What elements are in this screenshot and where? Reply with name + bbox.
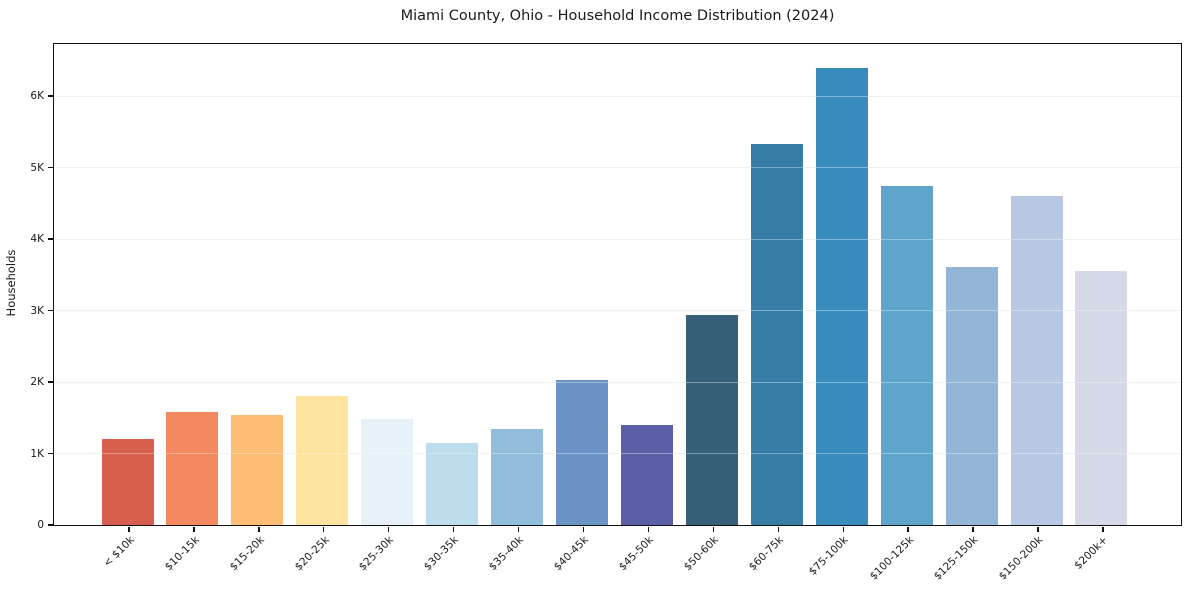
gridline [54, 167, 1181, 169]
bar-$10-15k [166, 412, 219, 525]
x-tick-label: $35-40k [486, 534, 527, 574]
gridline [54, 238, 1181, 240]
gridline-overlay [54, 238, 1181, 240]
x-tick-label: $125-150k [932, 534, 981, 583]
x-tick-label: $40-45k [551, 534, 592, 574]
x-tick-label: $20-25k [292, 534, 332, 574]
y-tick-label: 0 [37, 519, 44, 531]
x-tick-label: $10-15k [162, 534, 202, 574]
y-tick-mark [48, 524, 53, 526]
gridline-overlay [54, 381, 1181, 383]
x-tick-mark [972, 526, 974, 532]
gridline-overlay [54, 167, 1181, 169]
x-tick-mark [842, 526, 844, 532]
x-tick-mark [323, 526, 325, 532]
bar-$15-20k [231, 414, 284, 525]
x-tick-mark [1037, 526, 1039, 532]
bar-$150-200k [1010, 195, 1063, 525]
x-tick-label: $50-60k [681, 534, 721, 574]
x-tick-label: $15-20k [227, 534, 267, 574]
bar-$30-35k [426, 442, 479, 525]
x-tick-mark [712, 526, 715, 532]
bar-$40-45k [556, 379, 608, 525]
y-tick-mark [48, 95, 53, 97]
y-tick-label: 5K [30, 161, 44, 174]
bar-$50-60k [685, 314, 738, 525]
x-tick-mark [452, 526, 455, 532]
x-tick-label: $200k+ [1072, 534, 1111, 572]
y-tick-label: 3K [30, 304, 44, 317]
y-tick-mark [48, 381, 53, 383]
y-tick-label: 4K [30, 233, 44, 246]
gridline-overlay [54, 310, 1181, 312]
bar-$20-25k [296, 396, 349, 525]
x-tick-mark [907, 526, 909, 532]
x-tick-mark [582, 526, 585, 532]
x-tick-label: $150-200k [996, 534, 1046, 583]
x-tick-label: $60-75k [746, 534, 786, 574]
bar-$35-40k [491, 429, 544, 525]
gridline [54, 310, 1181, 312]
x-tick-label: $45-50k [616, 534, 656, 574]
y-tick-mark [48, 166, 53, 169]
bar-$25-30k [361, 419, 414, 525]
x-tick-label: $25-30k [357, 534, 397, 574]
chart-title: Miami County, Ohio - Household Income Di… [400, 8, 835, 24]
x-tick-mark [647, 526, 650, 532]
y-tick-mark [48, 309, 53, 312]
x-tick-mark [1102, 526, 1104, 532]
y-tick-label: 2K [30, 376, 44, 389]
x-tick-label: < $10k [100, 534, 137, 570]
bar-$125-150k [945, 267, 998, 525]
bar-$45-50k [620, 424, 673, 525]
bar-$60-75k [750, 144, 803, 525]
gridline-overlay [54, 95, 1181, 97]
bar-< $10k [101, 438, 154, 525]
gridline [54, 95, 1181, 97]
x-tick-mark [128, 526, 130, 532]
x-tick-mark [258, 526, 260, 532]
bar-$100-125k [880, 185, 933, 525]
y-tick-label: 6K [30, 90, 44, 103]
x-tick-mark [388, 526, 390, 532]
y-tick-mark [48, 238, 53, 240]
gridline [54, 453, 1181, 455]
x-tick-label: $30-35k [422, 534, 462, 574]
x-tick-mark [777, 526, 779, 532]
bar-$200k+ [1075, 270, 1128, 525]
x-tick-label: $75-100k [806, 534, 851, 578]
gridline-overlay [54, 453, 1181, 455]
plot-area [53, 43, 1182, 526]
bar-$75-100k [815, 67, 868, 525]
gridline [54, 381, 1181, 383]
x-tick-mark [517, 526, 520, 532]
x-tick-mark [193, 526, 195, 532]
y-tick-label: 1K [30, 447, 44, 460]
y-tick-mark [48, 452, 53, 455]
x-tick-label: $100-125k [867, 534, 916, 583]
